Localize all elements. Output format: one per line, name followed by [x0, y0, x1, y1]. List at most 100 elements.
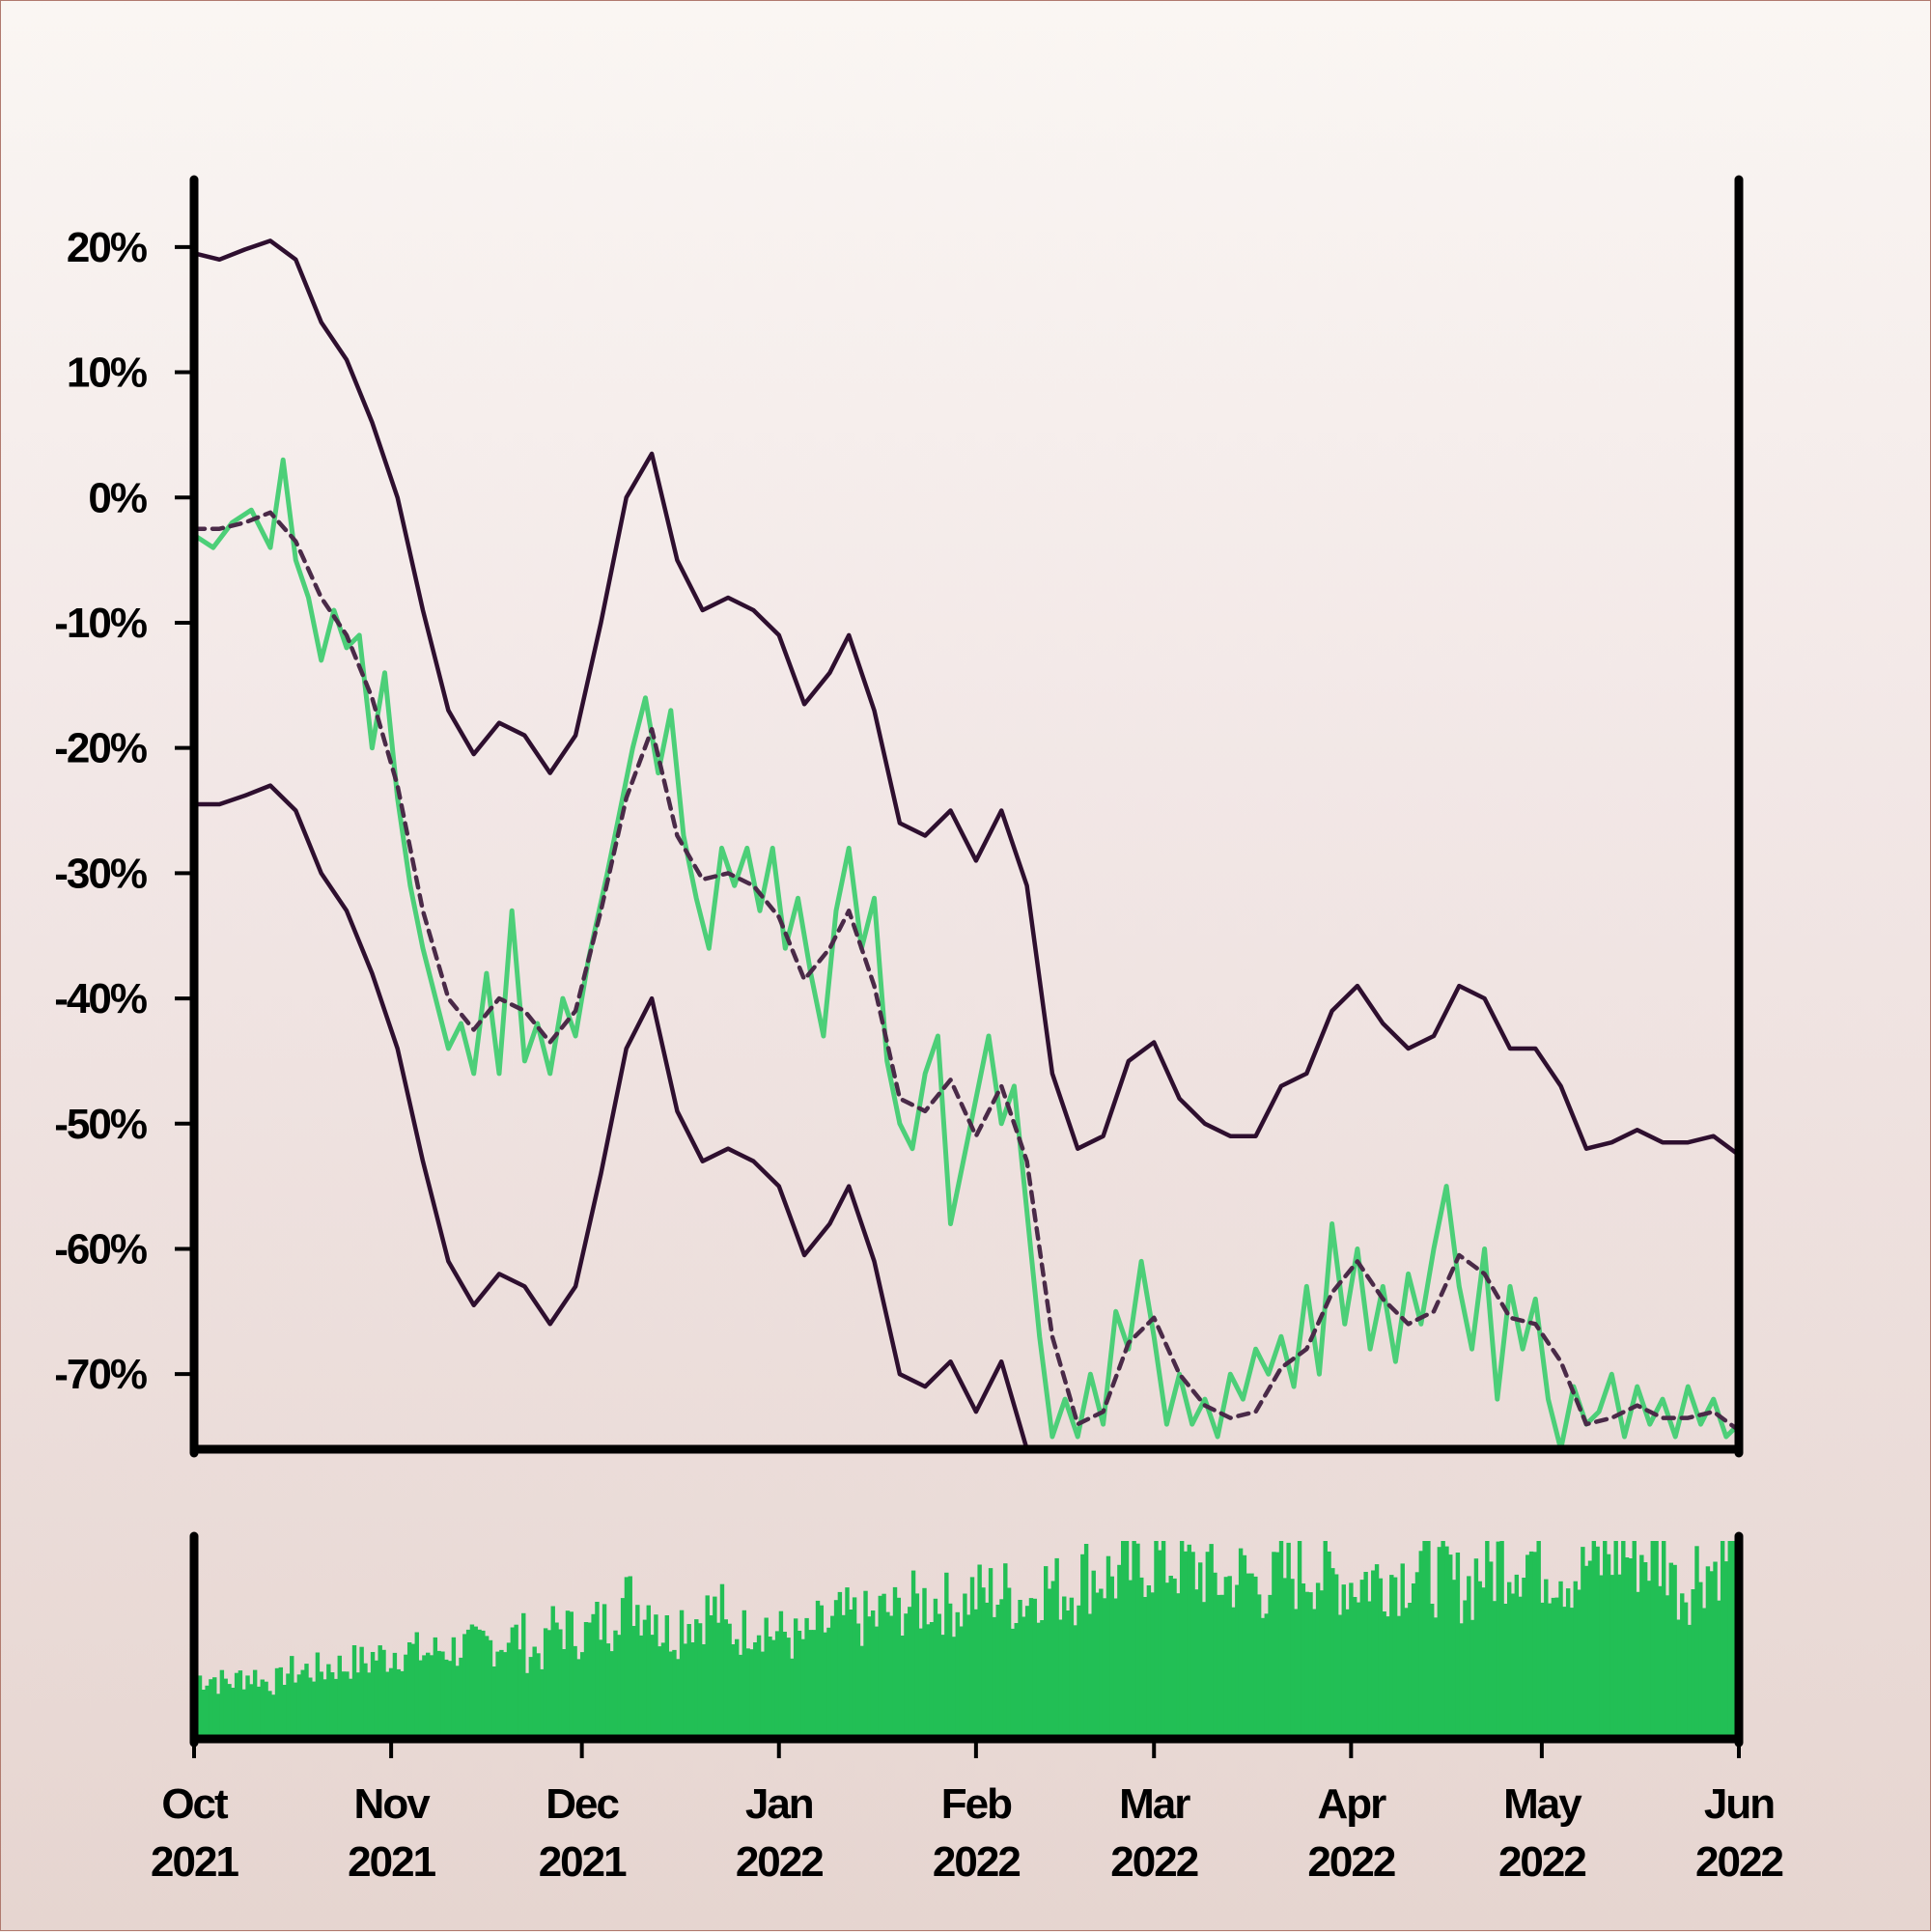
volume-bar	[1190, 1552, 1195, 1739]
volume-bar	[447, 1661, 453, 1739]
volume-bar	[231, 1688, 236, 1739]
x-tick-year: 2021	[151, 1838, 238, 1886]
volume-bar	[234, 1672, 239, 1739]
volume-bar	[1213, 1572, 1217, 1739]
volume-bar	[1374, 1564, 1380, 1739]
lower-band-line	[194, 783, 1029, 1449]
volume-bar	[605, 1643, 611, 1739]
volume-bar	[1109, 1576, 1114, 1739]
volume-bar	[1069, 1597, 1075, 1739]
volume-bar	[223, 1678, 228, 1739]
y-tick-label: -30%	[54, 850, 147, 897]
volume-bar	[1683, 1602, 1689, 1739]
volume-bar	[1168, 1576, 1173, 1739]
volume-bar	[1018, 1600, 1022, 1739]
volume-bar	[617, 1635, 622, 1739]
volume-bar	[286, 1673, 291, 1739]
volume-bar	[1359, 1580, 1365, 1739]
x-tick-month: Jun	[1704, 1780, 1774, 1828]
volume-bar	[333, 1678, 339, 1739]
volume-bar	[359, 1646, 364, 1739]
volume-bar	[546, 1630, 552, 1739]
volume-bar	[774, 1631, 780, 1739]
volume-bar	[587, 1622, 593, 1739]
volume-bar	[719, 1583, 725, 1739]
volume-bar	[988, 1568, 993, 1739]
x-tick-year: 2022	[1695, 1838, 1782, 1886]
volume-bar	[1238, 1548, 1244, 1739]
volume-bar	[1558, 1581, 1563, 1739]
volume-bar	[583, 1622, 589, 1739]
volume-bar	[532, 1646, 537, 1739]
volume-bar	[238, 1670, 243, 1739]
x-tick-month: May	[1503, 1780, 1582, 1828]
axes-layer	[189, 175, 1744, 1748]
volume-bar	[1418, 1551, 1423, 1739]
volume-bar	[484, 1636, 490, 1739]
volume-bar	[1227, 1576, 1232, 1739]
volume-bar	[1569, 1608, 1575, 1739]
volume-bar	[874, 1626, 880, 1739]
volume-bar	[658, 1646, 662, 1739]
volume-bar	[219, 1669, 225, 1739]
volume-bar	[609, 1651, 614, 1739]
volume-bar	[841, 1614, 846, 1739]
volume-bar	[797, 1631, 802, 1739]
volume-bar	[319, 1671, 323, 1739]
volume-bar	[1040, 1620, 1045, 1739]
volume-bar	[308, 1677, 313, 1739]
volume-bar	[1330, 1568, 1335, 1739]
volume-bar	[1142, 1597, 1148, 1739]
volume-bar	[1658, 1585, 1663, 1739]
volume-bar	[849, 1610, 854, 1739]
volume-bar	[889, 1615, 894, 1739]
x-axis-ticks: Oct 2021 Nov 2021 Dec 2021 Jan 2022 Feb 2022 Mar 20…	[151, 1739, 1784, 1886]
volume-bar	[1264, 1613, 1269, 1739]
volume-bar	[267, 1691, 272, 1739]
volume-bar	[753, 1642, 758, 1739]
volume-bar	[1731, 1541, 1736, 1739]
volume-bar	[351, 1645, 357, 1739]
volume-bar	[1121, 1541, 1126, 1739]
volume-bar	[908, 1607, 912, 1739]
volume-bar	[882, 1593, 886, 1739]
volume-bar	[1231, 1607, 1236, 1739]
volume-bar	[1448, 1554, 1453, 1739]
volume-bar	[1065, 1610, 1071, 1739]
volume-bar	[209, 1679, 213, 1739]
volume-bar	[404, 1654, 408, 1739]
volume-bar	[1717, 1600, 1721, 1739]
volume-bar	[1290, 1579, 1295, 1739]
volume-bar	[1209, 1544, 1214, 1739]
volume-bar	[1378, 1578, 1384, 1739]
volume-bar	[1473, 1558, 1479, 1739]
volume-bar	[595, 1602, 600, 1739]
volume-bar	[963, 1593, 967, 1739]
volume-bar	[654, 1614, 658, 1739]
volume-bar	[1128, 1580, 1133, 1739]
volume-bar	[715, 1622, 721, 1739]
volume-bar	[1105, 1555, 1111, 1739]
volume-bar	[1628, 1558, 1634, 1739]
volume-bar	[392, 1652, 398, 1739]
volume-bar	[1176, 1593, 1181, 1739]
volume-bar	[1565, 1588, 1571, 1739]
volume-bar	[1573, 1581, 1578, 1739]
volume-bar	[528, 1657, 534, 1739]
volume-bar	[922, 1587, 927, 1739]
volume-bar	[469, 1624, 475, 1739]
volume-bar	[1599, 1575, 1604, 1739]
volume-bar	[742, 1610, 747, 1739]
volume-bar	[1507, 1582, 1512, 1739]
volume-bar	[558, 1629, 563, 1739]
volume-bar	[837, 1591, 843, 1739]
volume-bar	[495, 1651, 500, 1739]
volume-bar	[543, 1628, 548, 1739]
volume-bar	[503, 1652, 508, 1739]
volume-bar	[465, 1629, 471, 1739]
volume-bar	[349, 1678, 353, 1739]
volume-bar	[1345, 1609, 1350, 1739]
volume-bar	[1577, 1589, 1581, 1739]
volume-bar	[959, 1626, 964, 1739]
volume-bar	[1408, 1603, 1413, 1739]
